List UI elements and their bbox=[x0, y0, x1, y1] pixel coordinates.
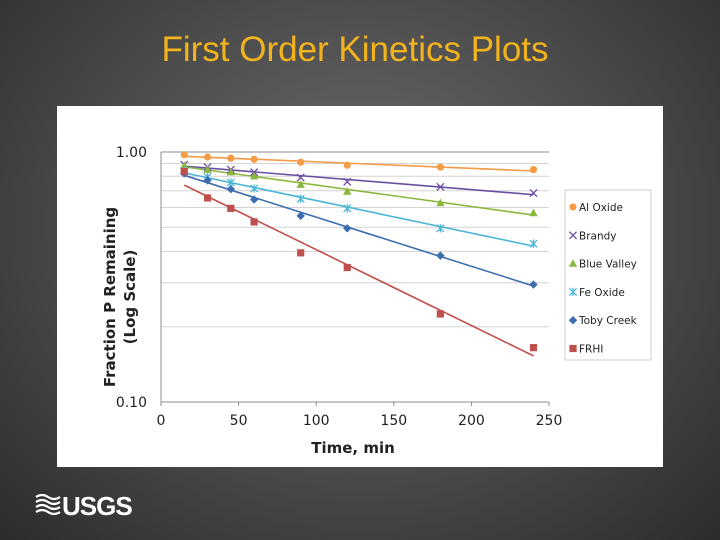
usgs-wordmark: USGS bbox=[62, 491, 132, 521]
y-tick-label: 0.10 bbox=[116, 395, 147, 411]
point-al-oxide bbox=[529, 166, 538, 174]
legend-marker-blue-valley bbox=[568, 259, 578, 267]
point-al-oxide bbox=[227, 154, 235, 162]
trendline-brandy bbox=[184, 165, 534, 196]
legend-marker-fe-oxide bbox=[568, 287, 578, 296]
point-brandy bbox=[343, 177, 352, 186]
trendline-al-oxide bbox=[184, 155, 534, 172]
kinetics-chart: 0 50 100 150 200 250 0.10 1.00 Time, min Fraction… bbox=[101, 145, 652, 457]
point-toby-creek bbox=[436, 251, 445, 260]
point-fe-oxide bbox=[529, 239, 538, 248]
y-axis-title-line1: Fraction P Remaining bbox=[101, 207, 119, 387]
point-blue-valley bbox=[529, 208, 538, 217]
legend-label-blue-valley: Blue Valley bbox=[579, 259, 637, 271]
point-frhi bbox=[436, 310, 444, 318]
legend-label-frhi: FRHI bbox=[579, 344, 603, 356]
point-al-oxide bbox=[297, 158, 305, 166]
legend-label-al-oxide: Al Oxide bbox=[579, 202, 623, 214]
point-fe-oxide bbox=[343, 204, 352, 213]
point-blue-valley bbox=[180, 161, 189, 170]
trendline-layer bbox=[183, 155, 534, 357]
axis-layer: 0 50 100 150 200 250 0.10 1.00 Time, min Fraction… bbox=[101, 145, 562, 457]
trendline-frhi bbox=[183, 184, 534, 357]
legend-label-toby-creek: Toby Creek bbox=[578, 315, 638, 327]
point-toby-creek bbox=[249, 195, 259, 204]
legend-marker-al-oxide bbox=[569, 203, 577, 211]
point-frhi bbox=[203, 194, 212, 202]
point-al-oxide bbox=[180, 151, 188, 159]
point-toby-creek bbox=[296, 211, 305, 221]
slide-title: First Order Kinetics Plots bbox=[161, 30, 549, 69]
x-axis-title: Time, min bbox=[311, 439, 395, 457]
point-brandy bbox=[529, 189, 538, 198]
legend-marker-frhi bbox=[569, 344, 577, 353]
trendline-toby-creek bbox=[184, 174, 534, 287]
usgs-wave-emblem bbox=[35, 493, 61, 516]
legend-marker-toby-creek bbox=[568, 316, 578, 325]
point-frhi bbox=[297, 249, 305, 257]
point-brandy bbox=[436, 182, 445, 191]
point-toby-creek bbox=[203, 176, 212, 185]
point-brandy bbox=[296, 173, 305, 182]
point-toby-creek bbox=[226, 184, 236, 194]
point-blue-valley bbox=[296, 180, 305, 188]
legend-label-fe-oxide: Fe Oxide bbox=[579, 287, 625, 299]
point-fe-oxide bbox=[296, 194, 305, 203]
x-tick-label: 250 bbox=[536, 413, 563, 429]
trendline-fe-oxide bbox=[184, 172, 534, 247]
x-tick-label: 50 bbox=[230, 413, 248, 429]
x-tick-label: 0 bbox=[157, 413, 166, 429]
point-toby-creek bbox=[343, 224, 352, 233]
point-frhi bbox=[250, 218, 258, 226]
point-frhi bbox=[227, 204, 235, 212]
point-blue-valley bbox=[203, 165, 212, 173]
legend-marker-brandy bbox=[568, 231, 578, 240]
x-tick-label: 200 bbox=[458, 413, 485, 429]
y-tick-label: 1.00 bbox=[116, 145, 147, 161]
marker-layer bbox=[180, 151, 538, 352]
point-fe-oxide bbox=[250, 184, 259, 193]
legend-label-brandy: Brandy bbox=[579, 230, 617, 242]
point-al-oxide bbox=[436, 163, 444, 171]
point-frhi bbox=[529, 344, 538, 352]
point-blue-valley bbox=[436, 198, 445, 207]
trendline-blue-valley bbox=[184, 166, 534, 216]
point-blue-valley bbox=[226, 167, 236, 176]
x-tick-label: 150 bbox=[380, 413, 407, 429]
point-blue-valley bbox=[249, 171, 259, 180]
grid-layer bbox=[161, 151, 549, 403]
point-toby-creek bbox=[529, 280, 538, 289]
point-frhi bbox=[180, 167, 188, 176]
point-al-oxide bbox=[250, 155, 258, 163]
chart-panel: 0 50 100 150 200 250 0.10 1.00 Time, min Fraction… bbox=[57, 106, 663, 467]
legend: Al Oxide Brandy Blue Valley Fe Oxide Toby Cr… bbox=[564, 189, 652, 361]
point-fe-oxide bbox=[436, 224, 445, 233]
point-blue-valley bbox=[343, 187, 352, 195]
point-frhi bbox=[343, 263, 351, 272]
point-al-oxide bbox=[203, 153, 212, 161]
y-axis-title-line2: (Log Scale) bbox=[121, 250, 139, 345]
x-tick-label: 100 bbox=[303, 413, 330, 429]
point-al-oxide bbox=[343, 161, 351, 169]
usgs-logo: USGS bbox=[35, 491, 133, 521]
legend-frame bbox=[564, 189, 652, 361]
